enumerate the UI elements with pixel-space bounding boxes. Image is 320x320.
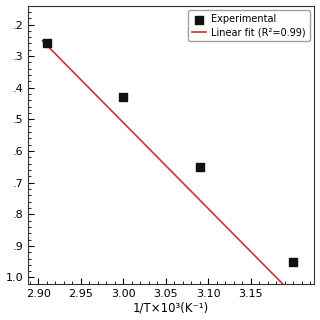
X-axis label: 1/T×10³(K⁻¹): 1/T×10³(K⁻¹) xyxy=(133,301,209,315)
Experimental xyxy=(44,41,49,46)
Experimental xyxy=(197,164,202,169)
Legend: Experimental, Linear fit (R²=0.99): Experimental, Linear fit (R²=0.99) xyxy=(188,11,309,41)
Experimental xyxy=(121,95,126,100)
Experimental xyxy=(291,259,296,264)
